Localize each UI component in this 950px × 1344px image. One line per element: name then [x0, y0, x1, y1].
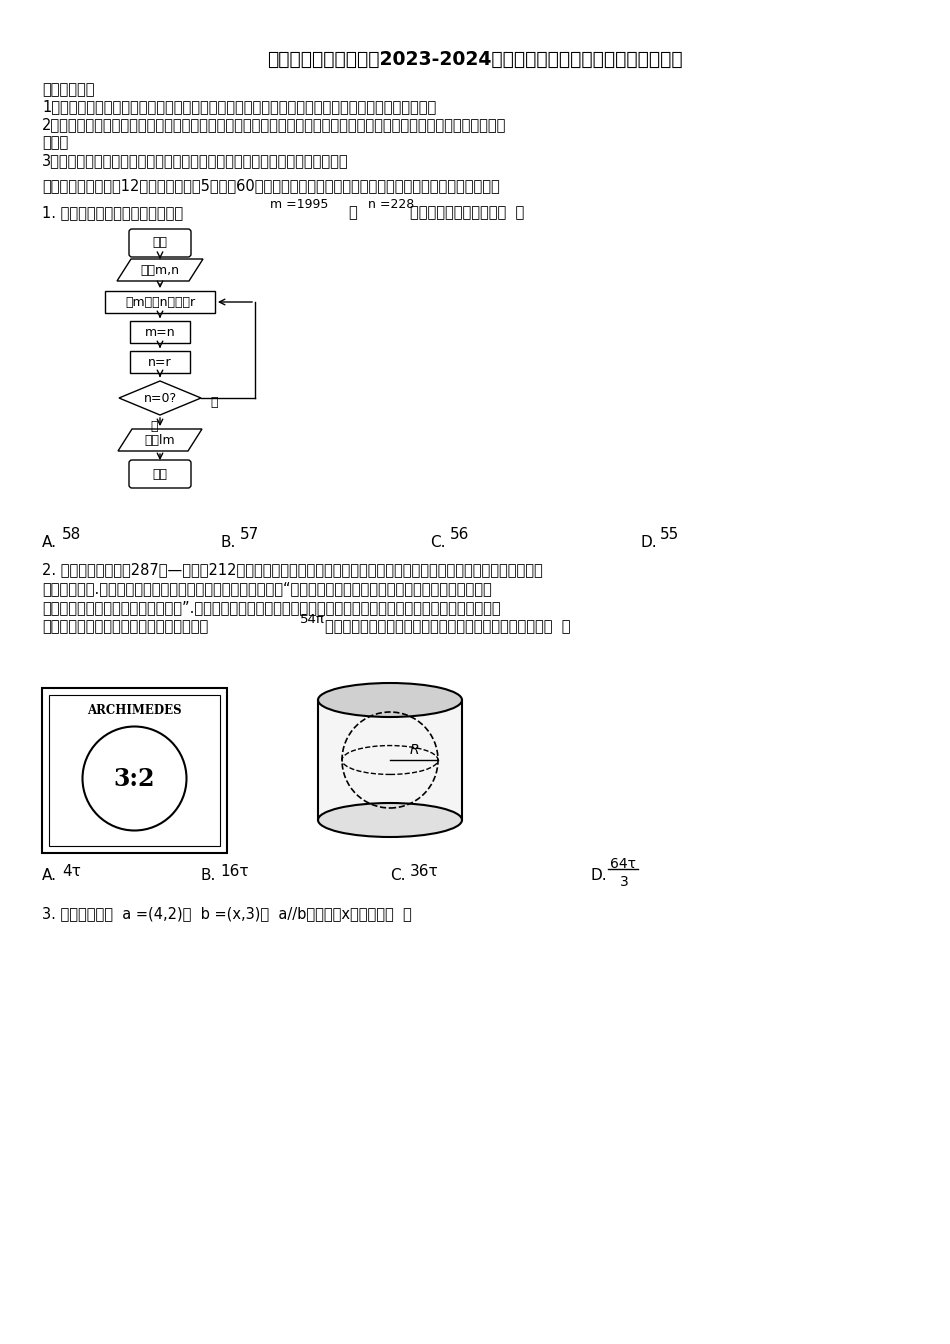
- Text: m=n: m=n: [144, 325, 176, 339]
- Text: A.: A.: [42, 535, 57, 550]
- Polygon shape: [118, 429, 202, 452]
- Bar: [49, 695, 220, 845]
- Text: 一、选择题：本题兲12小题，每小题々5分，內60分。在每小题给出的四个选项中，只有一项是符合题目要求的。: 一、选择题：本题兲12小题，每小题々5分，內60分。在每小题给出的四个选项中，只…: [42, 177, 500, 194]
- Text: 56: 56: [450, 527, 469, 542]
- Text: n=r: n=r: [148, 356, 172, 368]
- Text: 开始: 开始: [153, 237, 167, 250]
- Bar: [105, 292, 215, 313]
- Bar: [130, 351, 190, 374]
- Bar: [130, 321, 190, 343]
- Text: n=0?: n=0?: [143, 391, 177, 405]
- Text: 结束: 结束: [153, 468, 167, 481]
- Text: 否: 否: [210, 396, 218, 409]
- Ellipse shape: [318, 683, 462, 716]
- Text: B.: B.: [220, 535, 236, 550]
- Polygon shape: [119, 380, 201, 415]
- Text: 置上。: 置上。: [42, 134, 68, 151]
- Text: 求m除以n的余数r: 求m除以n的余数r: [125, 296, 195, 309]
- Text: 的圆柱的底面直径与高都等于球的直径，则该球的体积为（  ）: 的圆柱的底面直径与高都等于球的直径，则该球的体积为（ ）: [325, 620, 571, 634]
- Text: 2．第一部分选择题每小题选出答案后，需将答案写在试卷指定的括号内，第二部分非选择题答案写在试卷题目指定的位: 2．第一部分选择题每小题选出答案后，需将答案写在试卷指定的括号内，第二部分非选择…: [42, 117, 506, 132]
- Text: 输出lm: 输出lm: [144, 434, 176, 446]
- Text: 3. 已知平面向量  a =(4,2)，  b =(x,3)，  a//b，则实数x的値等于（  ）: 3. 已知平面向量 a =(4,2)， b =(x,3)， a//b，则实数x的…: [42, 906, 411, 921]
- Ellipse shape: [318, 802, 462, 837]
- Bar: [42, 688, 227, 853]
- Text: 输入m,n: 输入m,n: [141, 263, 180, 277]
- Text: m =1995: m =1995: [270, 198, 329, 211]
- Text: 河北省邯郸市第一中学2023-2024学年高三上数学期末复习检测模拟试题: 河北省邯郸市第一中学2023-2024学年高三上数学期末复习检测模拟试题: [267, 50, 683, 69]
- Text: 是: 是: [150, 419, 158, 433]
- Text: 1．答题前请将考场、试室号、座位号、考生号、姓名写在试卷密封线内，不得在试卷上作任何标记。: 1．答题前请将考场、试室号、座位号、考生号、姓名写在试卷密封线内，不得在试卷上作…: [42, 99, 436, 114]
- Text: 3:2: 3:2: [114, 766, 155, 790]
- Text: 4τ: 4τ: [62, 864, 81, 879]
- Text: ARCHIMEDES: ARCHIMEDES: [87, 704, 181, 716]
- Text: 3．考生必须保证答题卡的整洁。考试结束后，请将本试卷和答题卡一并交回。: 3．考生必须保证答题卡的整洁。考试结束后，请将本试卷和答题卡一并交回。: [42, 153, 349, 168]
- FancyBboxPatch shape: [129, 460, 191, 488]
- Text: 36τ: 36τ: [410, 864, 439, 879]
- Text: 如图，该球顶天立地，四周碰边，表面积为: 如图，该球顶天立地，四周碰边，表面积为: [42, 620, 208, 634]
- Text: A.: A.: [42, 868, 57, 883]
- Text: C.: C.: [390, 868, 406, 883]
- Text: 58: 58: [62, 527, 82, 542]
- Text: C.: C.: [430, 535, 446, 550]
- Bar: [318, 700, 462, 820]
- Text: 1. 执行下面的程序框图，如果输入: 1. 执行下面的程序框图，如果输入: [42, 206, 183, 220]
- Text: n =228: n =228: [368, 198, 414, 211]
- Text: 界三大数学家.据说，他自己觉得最为满意的一个数学发现就是“圆柱内切球体的体积是圆柱体积的三分之二，并且球: 界三大数学家.据说，他自己觉得最为满意的一个数学发现就是“圆柱内切球体的体积是圆…: [42, 581, 492, 595]
- Text: B.: B.: [200, 868, 216, 883]
- Text: 3: 3: [620, 875, 629, 888]
- Text: 54π: 54π: [300, 613, 325, 626]
- Text: D.: D.: [590, 868, 607, 883]
- Text: 57: 57: [240, 527, 259, 542]
- Text: 2. 阿基米德（公元前287年—公元前212年）是古希腊伟大的哲学家、数学家和物理学家，他和高斯、牛顿并列被称为世: 2. 阿基米德（公元前287年—公元前212年）是古希腊伟大的哲学家、数学家和物…: [42, 562, 542, 577]
- Text: 16τ: 16τ: [220, 864, 249, 879]
- Text: 的表面积也是圆柱表面积的三分之二”.他特别喜欢这个结论，要求后人在他的基碑上刻着一个圆柱容器里放了一个球，: 的表面积也是圆柱表面积的三分之二”.他特别喜欢这个结论，要求后人在他的基碑上刻着…: [42, 599, 501, 616]
- Text: 考生请注意：: 考生请注意：: [42, 82, 94, 97]
- Text: ，: ，: [348, 206, 357, 220]
- Text: R: R: [409, 743, 419, 757]
- FancyBboxPatch shape: [129, 228, 191, 257]
- Text: 64τ: 64τ: [610, 857, 636, 871]
- Polygon shape: [117, 259, 203, 281]
- Text: D.: D.: [640, 535, 656, 550]
- Text: ，则计算机输出的数是（  ）: ，则计算机输出的数是（ ）: [410, 206, 524, 220]
- Text: 55: 55: [660, 527, 679, 542]
- Circle shape: [83, 727, 186, 831]
